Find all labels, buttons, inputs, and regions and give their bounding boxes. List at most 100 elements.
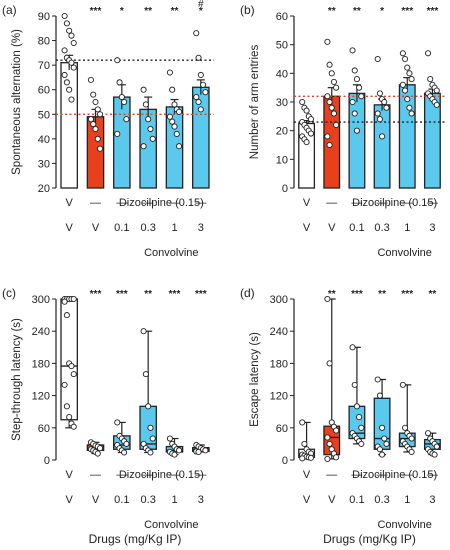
data-point [358,424,365,431]
data-point [333,84,340,91]
x-row1-label: — [326,197,337,209]
data-point [376,446,383,453]
data-point [90,121,97,128]
data-point [408,448,415,456]
data-point [433,443,440,450]
convolvine-label: Convolvine [377,247,431,259]
data-point [166,113,173,120]
data-point [195,54,202,61]
x-row2-label: V [328,222,336,234]
data-point [326,440,333,447]
significance-mark: *** [401,289,413,300]
data-point [324,295,331,303]
data-point [87,76,94,83]
data-point [97,445,104,452]
convolvine-label: Convolvine [377,519,431,531]
x-row1-label: — [427,469,438,481]
data-point [330,110,337,117]
panel-letter: (d) [240,286,255,300]
data-point [145,116,152,123]
x-row1-label: — [143,197,154,209]
data-point [333,427,340,434]
data-point [92,125,99,133]
data-point [193,94,200,101]
data-point [374,110,381,117]
y-tick-label: 40 [38,134,50,146]
y-axis-label: Step-through latency (s) [11,318,23,441]
bar [348,92,366,189]
y-tick-label: 300 [32,294,50,306]
significance-mark: *** [169,289,181,300]
y-tick-label: 80 [38,36,50,48]
data-point [176,143,183,150]
data-point [173,130,180,137]
data-point [383,440,390,447]
data-point [66,86,73,93]
data-point [303,107,310,114]
data-point [61,381,68,388]
data-point [353,127,360,134]
y-tick-label: 70 [38,60,50,72]
data-point [68,363,75,370]
x-row2-label: 3 [198,222,204,234]
y-tick-label: 20 [276,126,288,138]
data-point [356,84,363,91]
data-point [142,371,149,378]
data-point [169,86,176,93]
x-row2-label: 0.3 [374,222,389,234]
y-tick-label: 180 [32,358,50,370]
data-point [324,455,331,462]
data-point [66,414,73,421]
x-row2-label: V [65,222,73,234]
data-point [68,96,75,103]
data-point [171,101,178,108]
panel-letter: (a) [2,3,17,17]
significance-mark: *** [401,6,413,17]
x-row2-label: V [328,494,336,506]
significance-mark: ** [144,6,152,17]
significance-mark: ** [429,289,437,300]
x-row1-label: — [351,469,362,481]
data-point [402,424,409,431]
data-point [61,298,68,305]
data-point [358,93,365,100]
data-point [408,76,415,83]
data-point [299,419,306,426]
dizocilpine-label: Dizocilpine (0.15) [119,197,204,209]
data-point [324,434,331,441]
data-point [404,96,411,103]
data-point [202,89,209,96]
significance-mark: *** [351,289,363,300]
convolvine-label: Convolvine [144,519,198,531]
x-axis-title: Drugs (mg/Kg IP) [89,532,182,546]
data-point [381,435,388,442]
data-point [114,57,121,64]
y-tick-label: 60 [38,423,50,435]
data-point [197,71,204,79]
x-row2-label: 0.3 [374,494,389,506]
x-row1-label: — [143,469,154,481]
data-point [171,123,178,130]
data-point [427,76,434,83]
x-row2-label: 3 [198,494,204,506]
significance-mark: ** [144,289,152,300]
data-point [121,98,128,106]
significance-mark: *** [427,6,439,17]
data-point [195,98,202,106]
x-row2-label: V [65,494,73,506]
x-row2-label: 0.3 [141,222,156,234]
data-point [307,116,315,123]
data-point [381,98,388,106]
data-point [408,435,415,442]
data-point [61,12,68,20]
data-point [114,130,121,137]
data-point [94,106,101,113]
x-row2-label: 1 [171,494,177,506]
data-point [376,116,383,123]
y-tick-label: 180 [270,358,288,370]
data-point [61,47,68,54]
data-point [383,104,390,111]
x-row2-label: V [92,222,100,234]
dizocilpine-label: Dizocilpine (0.15) [119,469,204,481]
data-point [176,108,183,115]
